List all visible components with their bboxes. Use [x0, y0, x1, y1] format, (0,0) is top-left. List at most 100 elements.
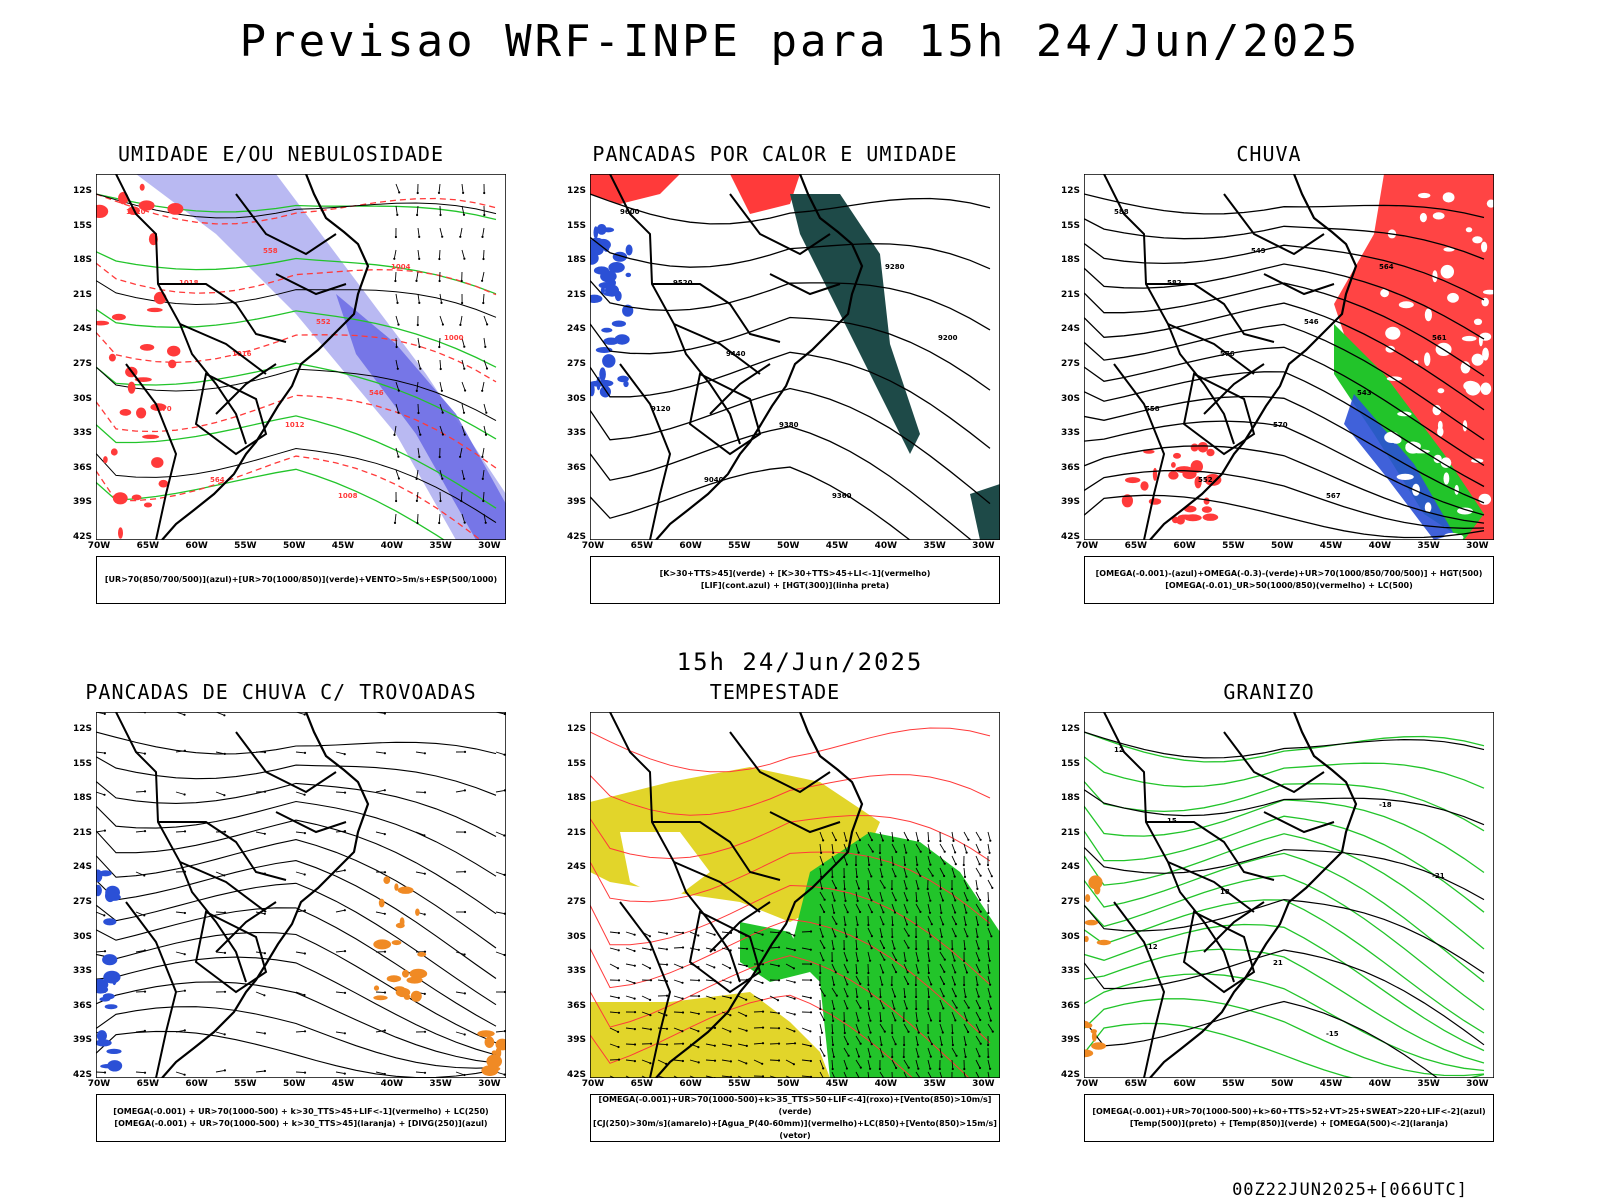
- lat-label: 18S: [1060, 255, 1080, 266]
- lat-label: 21S: [566, 827, 586, 838]
- lat-label: 12S: [72, 186, 92, 196]
- contour-label: 1016: [232, 350, 252, 358]
- lon-label: 60W: [1173, 541, 1196, 551]
- lon-label: 30W: [478, 541, 501, 551]
- lon-label: 45W: [1319, 541, 1343, 551]
- lon-label: 60W: [679, 541, 702, 551]
- lat-label: 36S: [566, 1000, 586, 1011]
- lat-label: 42S: [72, 1070, 92, 1080]
- legend-line: [Temp(500)](preto) + [Temp(850)](verde) …: [1129, 1119, 1449, 1128]
- panel-title: UMIDADE E/OU NEBULOSIDADE: [117, 142, 445, 166]
- lat-label: 33S: [72, 428, 92, 439]
- lon-label: 40W: [380, 541, 404, 551]
- contour-label: 570: [1273, 421, 1288, 429]
- lon-label: 65W: [630, 1079, 654, 1089]
- lat-label: 39S: [72, 1035, 92, 1046]
- legend-line: [OMEGA(-0.001)+UR>70(1000-500)+k>35_TTS>…: [598, 1095, 992, 1116]
- lat-label: 24S: [1060, 862, 1080, 873]
- lat-label: 39S: [72, 497, 92, 508]
- lon-label: 45W: [1319, 1079, 1343, 1089]
- lon-label: 65W: [136, 1079, 160, 1089]
- contour-label: 9280: [885, 263, 905, 271]
- lat-label: 24S: [566, 862, 586, 873]
- lat-label: 33S: [566, 428, 586, 439]
- map-area: 9600 9520 9440 9380 9360 9280 9200 9120 9040 12S 1…: [567, 174, 1000, 551]
- map-svg: 1020101810161012100810041000570564558552…: [96, 174, 506, 540]
- lat-label: 21S: [1060, 289, 1080, 300]
- legend-line: [UR>70(850/700/500)](azul)+[UR>70(1000/8…: [104, 575, 498, 584]
- contour-label: 549: [1251, 247, 1266, 255]
- lon-label: 70W: [581, 541, 605, 551]
- legend-line: [OMEGA(-0.001)+UR>70(1000-500)+k>60+TTS>…: [1092, 1107, 1486, 1116]
- lon-label: 35W: [923, 541, 946, 551]
- lon-label: 35W: [429, 1079, 452, 1089]
- contour-label: 546: [369, 389, 384, 397]
- lon-label: 55W: [728, 541, 751, 551]
- lon-label: 35W: [1417, 541, 1440, 551]
- map-panel-1: UMIDADE E/OU NEBULOSIDADE 1020 1018 1016 101…: [56, 128, 556, 628]
- map-panel-4: PANCADAS DE CHUVA C/ TROVOADAS 12S 15S 18S 2…: [56, 666, 556, 1166]
- lat-label: 18S: [72, 793, 92, 804]
- lon-label: 70W: [87, 541, 111, 551]
- lon-label: 65W: [1124, 1079, 1148, 1089]
- lon-label: 60W: [679, 1079, 702, 1089]
- legend-line: [OMEGA(-0.001) + UR>70(1000-500) + k>30_…: [113, 1107, 489, 1116]
- map-panel-6: GRANIZO 12 15 18 21 -15 -18 -21 -12 12S 15S 18S 21S 2…: [1044, 666, 1544, 1166]
- contour-label: 564: [210, 476, 225, 484]
- lon-label: 70W: [1075, 1079, 1099, 1089]
- lon-label: 65W: [1124, 541, 1148, 551]
- lon-label: 30W: [972, 1079, 995, 1089]
- lat-label: 36S: [1060, 1000, 1080, 1011]
- lon-label: 35W: [1417, 1079, 1440, 1089]
- lon-label: 40W: [874, 541, 898, 551]
- contour-label: -12: [1145, 943, 1158, 951]
- lat-label: 39S: [566, 1035, 586, 1046]
- contour-label: 9360: [832, 492, 852, 500]
- panel-legend: [OMEGA(-0.001)-(azul)+OMEGA(-0.3)-(verde…: [1084, 556, 1494, 604]
- legend-line: [OMEGA(-0.001) + UR>70(1000-500) + k>30_…: [114, 1119, 488, 1128]
- valid-time-title: 15h 24/Jun/2025: [676, 648, 924, 676]
- lon-label: 40W: [380, 1079, 404, 1089]
- lat-label: 30S: [1060, 931, 1080, 942]
- contour-label: 18: [1220, 888, 1230, 896]
- lat-label: 36S: [72, 1000, 92, 1011]
- contour-label: -21: [1432, 872, 1445, 880]
- lon-label: 40W: [1368, 541, 1392, 551]
- lat-label: 30S: [1060, 393, 1080, 404]
- lon-label: 60W: [1173, 1079, 1196, 1089]
- contour-label: 561: [1432, 334, 1447, 342]
- contour-label: 546: [1304, 318, 1319, 326]
- contour-label: 558: [1145, 405, 1160, 413]
- lon-label: 65W: [136, 541, 160, 551]
- lat-label: 18S: [566, 255, 586, 266]
- lat-label: 42S: [1060, 1070, 1080, 1080]
- lat-label: 27S: [72, 359, 92, 369]
- main-title: Previsao WRF-INPE para 15h 24/Jun/2025: [239, 16, 1361, 67]
- contour-label: 588: [1114, 208, 1129, 216]
- lat-label: 21S: [72, 827, 92, 838]
- lat-label: 30S: [72, 393, 92, 404]
- legend-line: [OMEGA(-0.01)_UR>50(1000/850)(vermelho) …: [1165, 581, 1413, 590]
- lat-label: 15S: [72, 758, 92, 769]
- contour-label: 9120: [651, 405, 671, 413]
- lat-label: 39S: [1060, 497, 1080, 508]
- lat-label: 42S: [72, 532, 92, 542]
- lat-label: 27S: [566, 897, 586, 907]
- map-area: 12S 15S 18S 21S 24S 27S 30S 33S 36S 39S 42S 70W 65W 6…: [567, 712, 1000, 1089]
- panel-legend: [OMEGA(-0.001)+UR>70(1000-500)+k>60+TTS>…: [1084, 1094, 1494, 1142]
- lat-label: 27S: [72, 897, 92, 907]
- lon-label: 70W: [87, 1079, 111, 1089]
- lat-label: 36S: [72, 462, 92, 473]
- lat-label: 12S: [566, 186, 586, 196]
- lon-label: 50W: [1270, 541, 1294, 551]
- lat-label: 39S: [566, 497, 586, 508]
- lat-label: 27S: [1060, 359, 1080, 369]
- lat-label: 18S: [566, 793, 586, 804]
- panel-legend: [UR>70(850/700/500)](azul)+[UR>70(1000/8…: [96, 556, 506, 604]
- map-area: 1020 1018 1016 1012 1008 1004 1000 570 564 558 552…: [73, 174, 506, 551]
- lon-label: 50W: [776, 541, 800, 551]
- contour-label: 552: [316, 318, 331, 326]
- map-panel-3: CHUVA 588 582 576 570 567 564 561 558 552 549 546 54…: [1044, 128, 1544, 628]
- contour-label: 552: [1198, 476, 1213, 484]
